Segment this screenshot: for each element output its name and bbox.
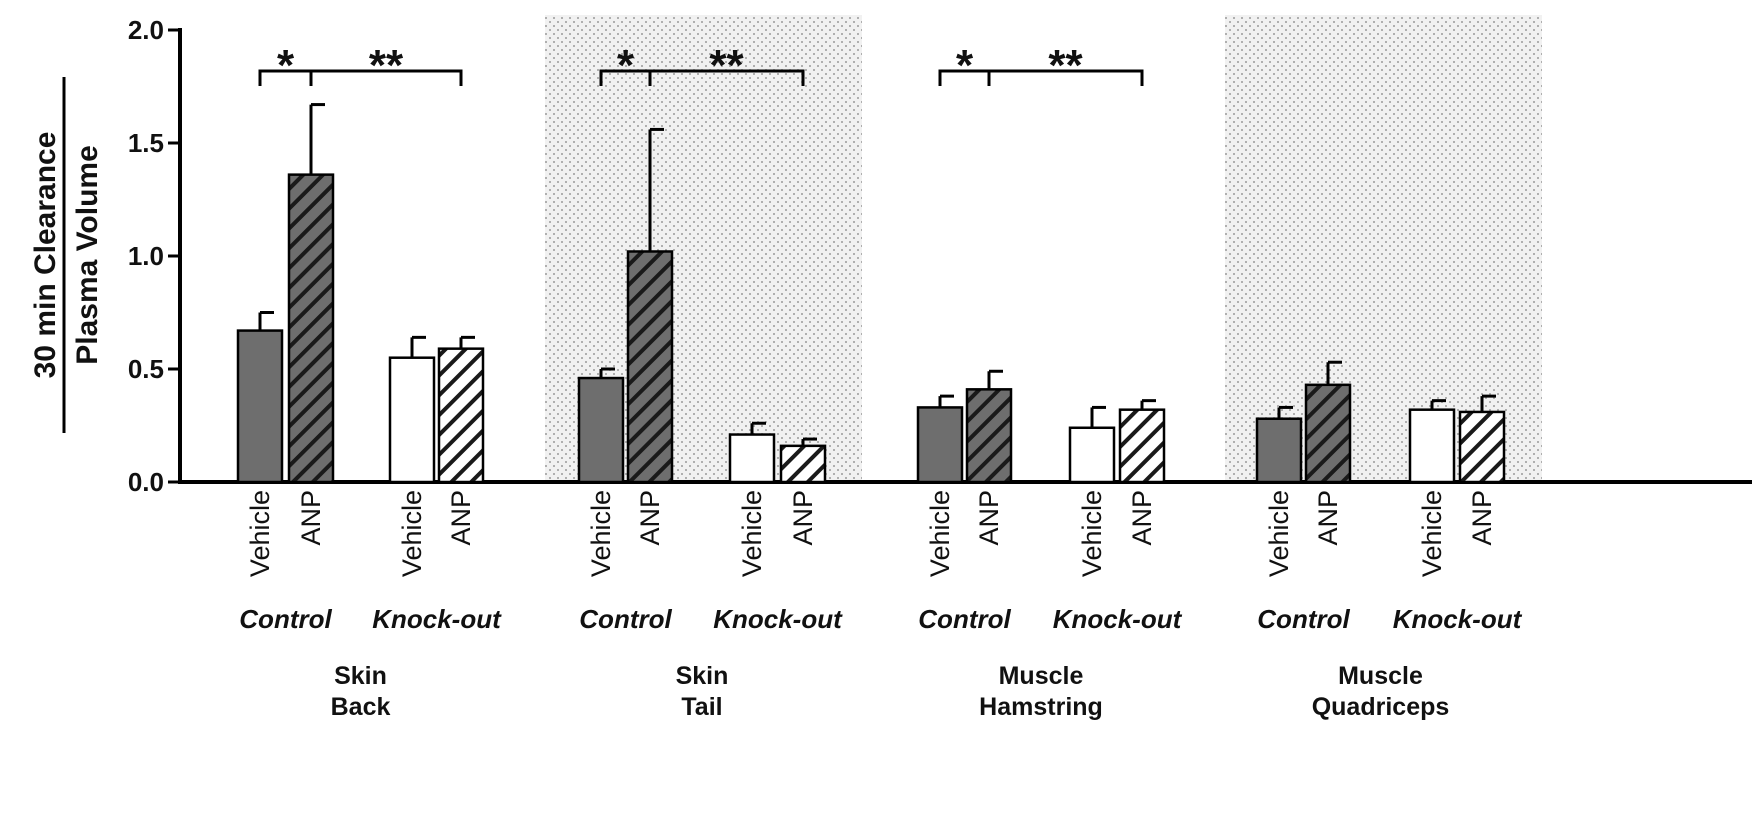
bar xyxy=(728,433,776,484)
y-axis-label-numerator: 30 min Clearance xyxy=(29,132,62,379)
group-label: Knock-out xyxy=(372,604,502,634)
significance-label: * xyxy=(956,41,974,90)
group-label: Knock-out xyxy=(1053,604,1183,634)
bar xyxy=(1304,383,1352,484)
significance-label: * xyxy=(277,41,295,90)
group-label: Control xyxy=(918,604,1011,634)
tissue-label-line1: Muscle xyxy=(999,662,1084,690)
bar xyxy=(577,376,625,484)
bar-treatment-label: ANP xyxy=(446,490,476,546)
bar xyxy=(287,173,335,484)
bar-treatment-label: ANP xyxy=(1467,490,1497,546)
bar xyxy=(916,406,964,484)
bar xyxy=(236,329,284,484)
y-tick-label: 2.0 xyxy=(128,15,164,45)
y-tick-label: 0.0 xyxy=(128,467,164,497)
tissue-label-line2: Hamstring xyxy=(979,693,1103,721)
tissue-label-line1: Skin xyxy=(334,662,387,690)
tissue-label-line2: Back xyxy=(331,693,391,721)
y-axis-label-denominator: Plasma Volume xyxy=(71,145,104,365)
bar xyxy=(626,250,674,484)
bar-treatment-label: ANP xyxy=(1313,490,1343,546)
bar-treatment-label: Vehicle xyxy=(1077,490,1107,577)
y-tick-label: 1.0 xyxy=(128,241,164,271)
bar xyxy=(1408,408,1456,484)
tissue-label-line1: Skin xyxy=(676,662,729,690)
bar xyxy=(1068,426,1116,484)
bar-treatment-label: ANP xyxy=(1127,490,1157,546)
bar-treatment-label: ANP xyxy=(635,490,665,546)
bar-treatment-label: Vehicle xyxy=(245,490,275,577)
bar xyxy=(1118,408,1166,484)
bar-treatment-label: ANP xyxy=(296,490,326,546)
bar-treatment-label: Vehicle xyxy=(586,490,616,577)
bar xyxy=(1458,410,1506,484)
y-tick-label: 1.5 xyxy=(128,128,164,158)
group-label: Control xyxy=(239,604,332,634)
group-label: Control xyxy=(579,604,672,634)
panel-shading xyxy=(1225,15,1542,482)
significance-label: * xyxy=(617,41,635,90)
significance-label: ** xyxy=(369,41,404,90)
significance-bracket xyxy=(309,69,463,86)
significance-bracket xyxy=(987,69,1144,86)
tissue-label-line2: Tail xyxy=(681,693,722,721)
bar-treatment-label: Vehicle xyxy=(1264,490,1294,577)
bar xyxy=(965,388,1013,484)
significance-label: ** xyxy=(709,41,744,90)
group-label: Knock-out xyxy=(713,604,843,634)
bar-treatment-label: ANP xyxy=(788,490,818,546)
y-tick-label: 0.5 xyxy=(128,354,164,384)
bar-treatment-label: Vehicle xyxy=(737,490,767,577)
bar-treatment-label: ANP xyxy=(974,490,1004,546)
significance-label: ** xyxy=(1048,41,1083,90)
bar-treatment-label: Vehicle xyxy=(925,490,955,577)
bar xyxy=(1255,417,1303,484)
bar-treatment-label: Vehicle xyxy=(1417,490,1447,577)
bar xyxy=(779,444,827,484)
group-label: Knock-out xyxy=(1393,604,1523,634)
bar xyxy=(437,347,485,484)
bar xyxy=(388,356,436,484)
bar-treatment-label: Vehicle xyxy=(397,490,427,577)
significance-bracket xyxy=(648,69,805,86)
y-axis-label: 30 min Clearance Plasma Volume xyxy=(29,77,104,433)
tissue-label-line2: Quadriceps xyxy=(1312,693,1450,721)
tissue-label-line1: Muscle xyxy=(1338,662,1423,690)
group-label: Control xyxy=(1257,604,1350,634)
